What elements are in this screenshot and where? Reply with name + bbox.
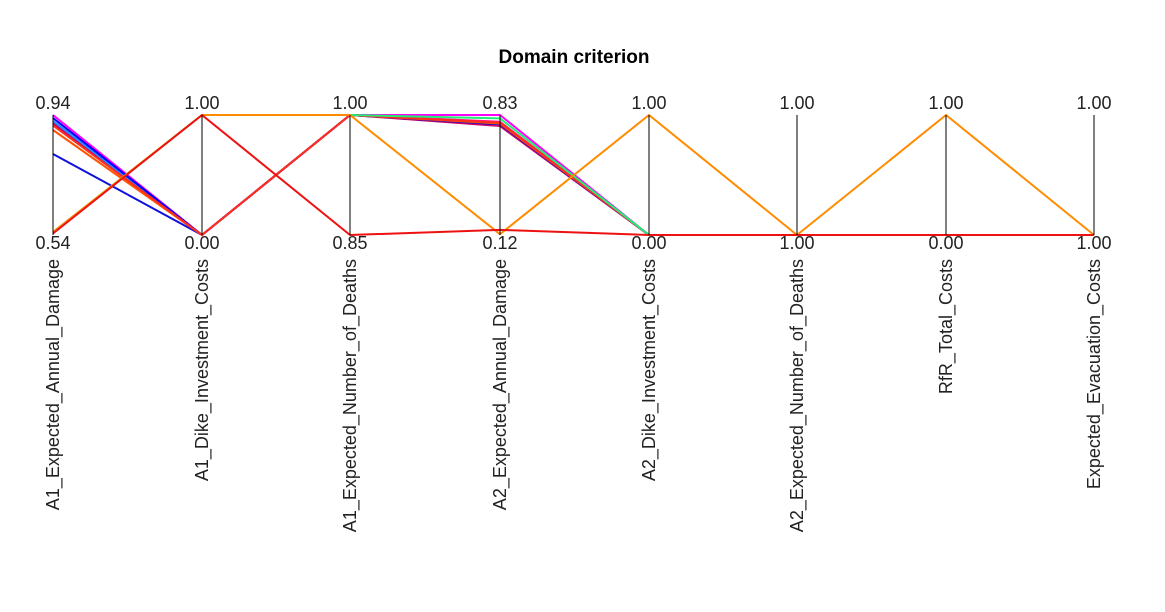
axis-max-label-2: 1.00 (332, 93, 367, 113)
axis-max-label-5: 1.00 (779, 93, 814, 113)
axis-min-label-3: 0.12 (482, 233, 517, 253)
axis-min-label-7: 1.00 (1076, 233, 1111, 253)
axis-max-label-6: 1.00 (928, 93, 963, 113)
axis-min-label-4: 0.00 (631, 233, 666, 253)
axis-min-label-5: 1.00 (779, 233, 814, 253)
axes-group: 0.94 0.54 A1_Expected_Annual_Damage 1.00 0.0… (35, 93, 1111, 532)
axis-name-label-0: A1_Expected_Annual_Damage (43, 259, 64, 510)
axis-name-label-3: A2_Expected_Annual_Damage (490, 259, 511, 510)
axis-name-label-4: A2_Dike_Investment_Costs (639, 259, 660, 481)
series-line-11 (52, 114, 1094, 236)
axis-name-label-2: A1_Expected_Number_of_Deaths (340, 259, 361, 532)
axis-max-label-3: 0.83 (482, 93, 517, 113)
axis-max-label-4: 1.00 (631, 93, 666, 113)
chart-title: Domain criterion (499, 47, 650, 68)
axis-name-label-5: A2_Expected_Number_of_Deaths (787, 259, 808, 532)
series-lines (52, 114, 1095, 236)
series-line-10 (52, 114, 1095, 236)
axis-min-label-2: 0.85 (332, 233, 367, 253)
axis-max-label-7: 1.00 (1076, 93, 1111, 113)
axis-min-label-1: 0.00 (184, 233, 219, 253)
axis-max-label-0: 0.94 (35, 93, 70, 113)
axis-min-label-6: 0.00 (928, 233, 963, 253)
axis-name-label-1: A1_Dike_Investment_Costs (192, 259, 213, 481)
axis-max-label-1: 1.00 (184, 93, 219, 113)
axis-name-label-7: Expected_Evacuation_Costs (1084, 259, 1105, 489)
axis-min-label-0: 0.54 (35, 233, 70, 253)
axis-name-label-6: RfR_Total_Costs (936, 259, 957, 394)
